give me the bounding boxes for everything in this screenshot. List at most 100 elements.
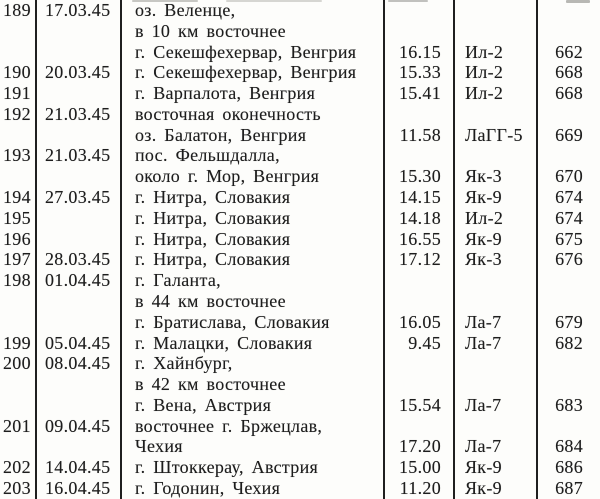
victory-number-cell: [0, 20, 37, 42]
victory-number-cell: 194: [0, 187, 37, 208]
table-row: г. Секешфехервар, Венгрия 16.15 Ил-2 662: [0, 41, 600, 63]
victory-number-cell: [0, 394, 37, 416]
date-cell: [37, 436, 122, 458]
time-cell: [385, 20, 455, 42]
time-cell: [385, 290, 455, 312]
date-cell: 21.03.45: [37, 103, 122, 125]
victory-number-cell: 197: [0, 249, 37, 271]
location-cell: г. Нитра, Словакия: [122, 228, 385, 250]
location-cell: г. Братислава, Словакия: [122, 311, 385, 333]
table-row: 197 28.03.45 г. Нитра, Словакия 17.12 Як…: [0, 249, 600, 271]
location-cell: около г. Мор, Венгрия: [122, 166, 385, 188]
scan-artifact: [388, 0, 428, 2]
scan-artifact: [226, 0, 322, 2]
table-row: около г. Мор, Венгрия 15.30 Як-3 670: [0, 166, 600, 188]
victory-number-cell: 198: [0, 270, 37, 291]
aircraft-type-cell: Як-9: [455, 228, 538, 250]
date-cell: 20.03.45: [37, 62, 122, 84]
page-number-cell: 676: [555, 249, 583, 270]
page-number-cell: 662: [555, 41, 583, 62]
page-number-cell: [538, 416, 600, 437]
victory-number-cell: [0, 41, 37, 63]
victory-number-cell: 196: [0, 228, 37, 250]
date-cell: [37, 228, 122, 250]
date-cell: [37, 374, 122, 395]
time-cell: [385, 353, 455, 375]
victory-number-cell: [0, 124, 37, 146]
date-cell: 27.03.45: [37, 187, 122, 208]
time-cell: 15.00: [385, 457, 455, 478]
page-number-cell: 684: [555, 436, 583, 457]
time-cell: [385, 270, 455, 291]
time-cell: 15.30: [385, 166, 455, 188]
victory-number-cell: [0, 290, 37, 312]
time-cell: 15.41: [385, 83, 455, 104]
table-row: 190 20.03.45 г. Секешфехервар, Венгрия 1…: [0, 62, 600, 84]
location-cell: восточнее г. Бржецлав,: [122, 415, 385, 437]
page-number-cell: [538, 270, 600, 291]
aircraft-type-cell: [455, 103, 538, 125]
location-cell: г. Нитра, Словакия: [122, 187, 385, 208]
victory-number-cell: 192: [0, 103, 37, 125]
page-number-cell: 679: [555, 311, 583, 332]
page-number-cell: [538, 353, 600, 374]
location-cell: в 44 км восточнее: [122, 290, 385, 312]
page-number-cell: 675: [555, 228, 583, 249]
aircraft-type-cell: [455, 145, 538, 167]
aircraft-type-cell: Ил-2: [455, 62, 538, 84]
page-number-cell: 682: [555, 332, 583, 353]
time-cell: 17.20: [385, 436, 455, 458]
date-cell: [37, 290, 122, 312]
date-cell: 01.04.45: [37, 270, 122, 291]
table-row: г. Братислава, Словакия 16.05 Ла-7 679: [0, 311, 600, 333]
page-number-cell: [538, 104, 600, 125]
location-cell: г. Нитра, Словакия: [122, 207, 385, 229]
location-cell: г. Годонин, Чехия: [122, 477, 385, 499]
table-row: 199 05.04.45 г. Малацки, Словакия 9.45 Л…: [0, 332, 600, 354]
aircraft-type-cell: Ил-2: [455, 207, 538, 229]
victory-number-cell: 191: [0, 83, 37, 104]
page-number-cell: [538, 21, 600, 42]
victory-number-cell: 202: [0, 457, 37, 478]
page-number-cell: 674: [555, 207, 583, 228]
time-cell: 15.54: [385, 394, 455, 416]
location-cell: г. Варпалота, Венгрия: [122, 83, 385, 104]
date-cell: [37, 124, 122, 146]
aircraft-type-cell: [455, 290, 538, 312]
page-number-cell: [538, 291, 600, 312]
time-cell: [385, 415, 455, 437]
victory-number-cell: 200: [0, 353, 37, 375]
table-row: г. Вена, Австрия 15.54 Ла-7 683: [0, 394, 600, 416]
scan-artifact: [132, 0, 198, 2]
date-cell: 05.04.45: [37, 332, 122, 354]
location-cell: г. Хайнбург,: [122, 353, 385, 375]
table-row: оз. Балатон, Венгрия 11.58 ЛаГГ-5 669: [0, 124, 600, 146]
date-cell: [37, 20, 122, 42]
location-cell: в 42 км восточнее: [122, 374, 385, 395]
table-row: 198 01.04.45 г. Галанта,: [0, 270, 600, 291]
time-cell: 14.15: [385, 187, 455, 208]
time-cell: [385, 374, 455, 395]
table-row: 192 21.03.45 восточная оконечность: [0, 103, 600, 125]
time-cell: [385, 145, 455, 167]
victory-number-cell: 199: [0, 332, 37, 354]
victory-number-cell: 193: [0, 145, 37, 167]
aircraft-type-cell: Ил-2: [455, 41, 538, 63]
location-cell: оз. Веленце,: [122, 0, 385, 21]
time-cell: 11.20: [385, 477, 455, 499]
victory-number-cell: 203: [0, 477, 37, 499]
aircraft-type-cell: Ла-7: [455, 311, 538, 333]
date-cell: [37, 394, 122, 416]
aircraft-type-cell: Як-9: [455, 457, 538, 478]
location-cell: Чехия: [122, 436, 385, 458]
page-number-cell: 687: [555, 477, 583, 498]
page-number-cell: [538, 374, 600, 395]
table-row: 195 г. Нитра, Словакия 14.18 Ил-2 674: [0, 207, 600, 229]
date-cell: 14.04.45: [37, 457, 122, 478]
location-cell: в 10 км восточнее: [122, 20, 385, 42]
date-cell: [37, 83, 122, 104]
aircraft-type-cell: ЛаГГ-5: [455, 124, 538, 146]
table-row: 203 16.04.45 г. Годонин, Чехия 11.20 Як-…: [0, 477, 600, 499]
time-cell: 15.33: [385, 62, 455, 84]
